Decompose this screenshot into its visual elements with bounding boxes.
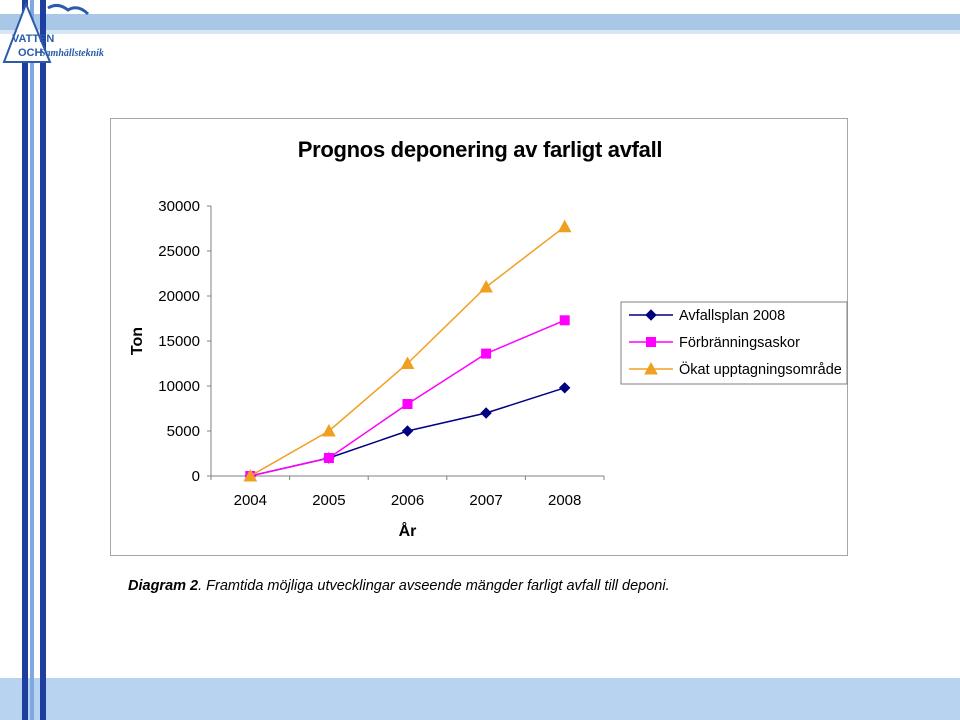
y-tick-label: 15000 bbox=[158, 333, 200, 350]
legend-box bbox=[620, 301, 848, 385]
series-1-point bbox=[480, 407, 492, 419]
x-axis-label: År bbox=[399, 521, 417, 540]
series-line-3 bbox=[249, 226, 566, 477]
y-tick-label: 20000 bbox=[158, 288, 200, 305]
legend-label-3: Ökat upptagningsområde bbox=[679, 360, 842, 378]
left-stripe-1 bbox=[22, 0, 28, 720]
series-2-point bbox=[559, 315, 570, 326]
series-3-point bbox=[243, 468, 258, 482]
y-tick-label: 30000 bbox=[158, 198, 200, 215]
series-2-point bbox=[402, 399, 413, 409]
caption: Diagram 2. Framtida möjliga utvecklingar… bbox=[128, 578, 670, 594]
series-2-point bbox=[481, 348, 492, 359]
series-3-point bbox=[322, 423, 336, 437]
x-tick-label: 2005 bbox=[312, 492, 345, 509]
y-tick-label: 0 bbox=[192, 468, 200, 485]
x-tick-label: 2004 bbox=[234, 492, 267, 509]
series-3-point bbox=[479, 279, 493, 293]
chart-plot: 0 5000 10000 15000 20000 25000 30000 2004 2005 20… bbox=[129, 198, 848, 540]
legend-label-1: Avfallsplan 2008 bbox=[679, 308, 785, 324]
left-stripe-2 bbox=[30, 0, 34, 720]
series-line-2 bbox=[250, 319, 565, 477]
legend-marker-2 bbox=[646, 337, 656, 347]
x-tick-label: 2008 bbox=[548, 492, 581, 509]
series-1-point bbox=[401, 425, 414, 437]
logo-line2: OCH bbox=[18, 47, 43, 59]
bottom-band bbox=[0, 678, 960, 720]
logo-line1: VATTEN bbox=[12, 33, 54, 45]
y-axis-label: Ton bbox=[129, 327, 146, 355]
logo: VATTEN OCH Samhällsteknik bbox=[2, 1, 104, 63]
top-band-light bbox=[0, 30, 960, 34]
series-3-point bbox=[557, 219, 572, 233]
y-tick-label: 25000 bbox=[158, 243, 200, 260]
legend-label-2: Förbränningsaskor bbox=[679, 335, 800, 351]
caption-label: Diagram 2 bbox=[128, 578, 199, 594]
caption-text: . Framtida möjliga utvecklingar avseende… bbox=[198, 578, 670, 594]
chart-frame: Prognos deponering av farligt avfall 0 50… bbox=[110, 118, 848, 556]
legend-marker-3 bbox=[644, 361, 658, 375]
logo-line3: Samhällsteknik bbox=[40, 48, 104, 59]
series-2-point bbox=[323, 453, 334, 463]
top-band bbox=[0, 14, 960, 30]
y-tick-label: 5000 bbox=[167, 423, 200, 440]
series-3-point bbox=[400, 356, 415, 369]
y-tick-label: 10000 bbox=[158, 378, 200, 395]
chart-title: Prognos deponering av farligt avfall bbox=[297, 137, 663, 162]
legend-marker-1 bbox=[645, 309, 657, 321]
series-1-point bbox=[558, 382, 571, 394]
x-tick-label: 2006 bbox=[391, 492, 424, 509]
x-tick-label: 2007 bbox=[469, 492, 502, 509]
left-stripe-3 bbox=[40, 0, 46, 720]
